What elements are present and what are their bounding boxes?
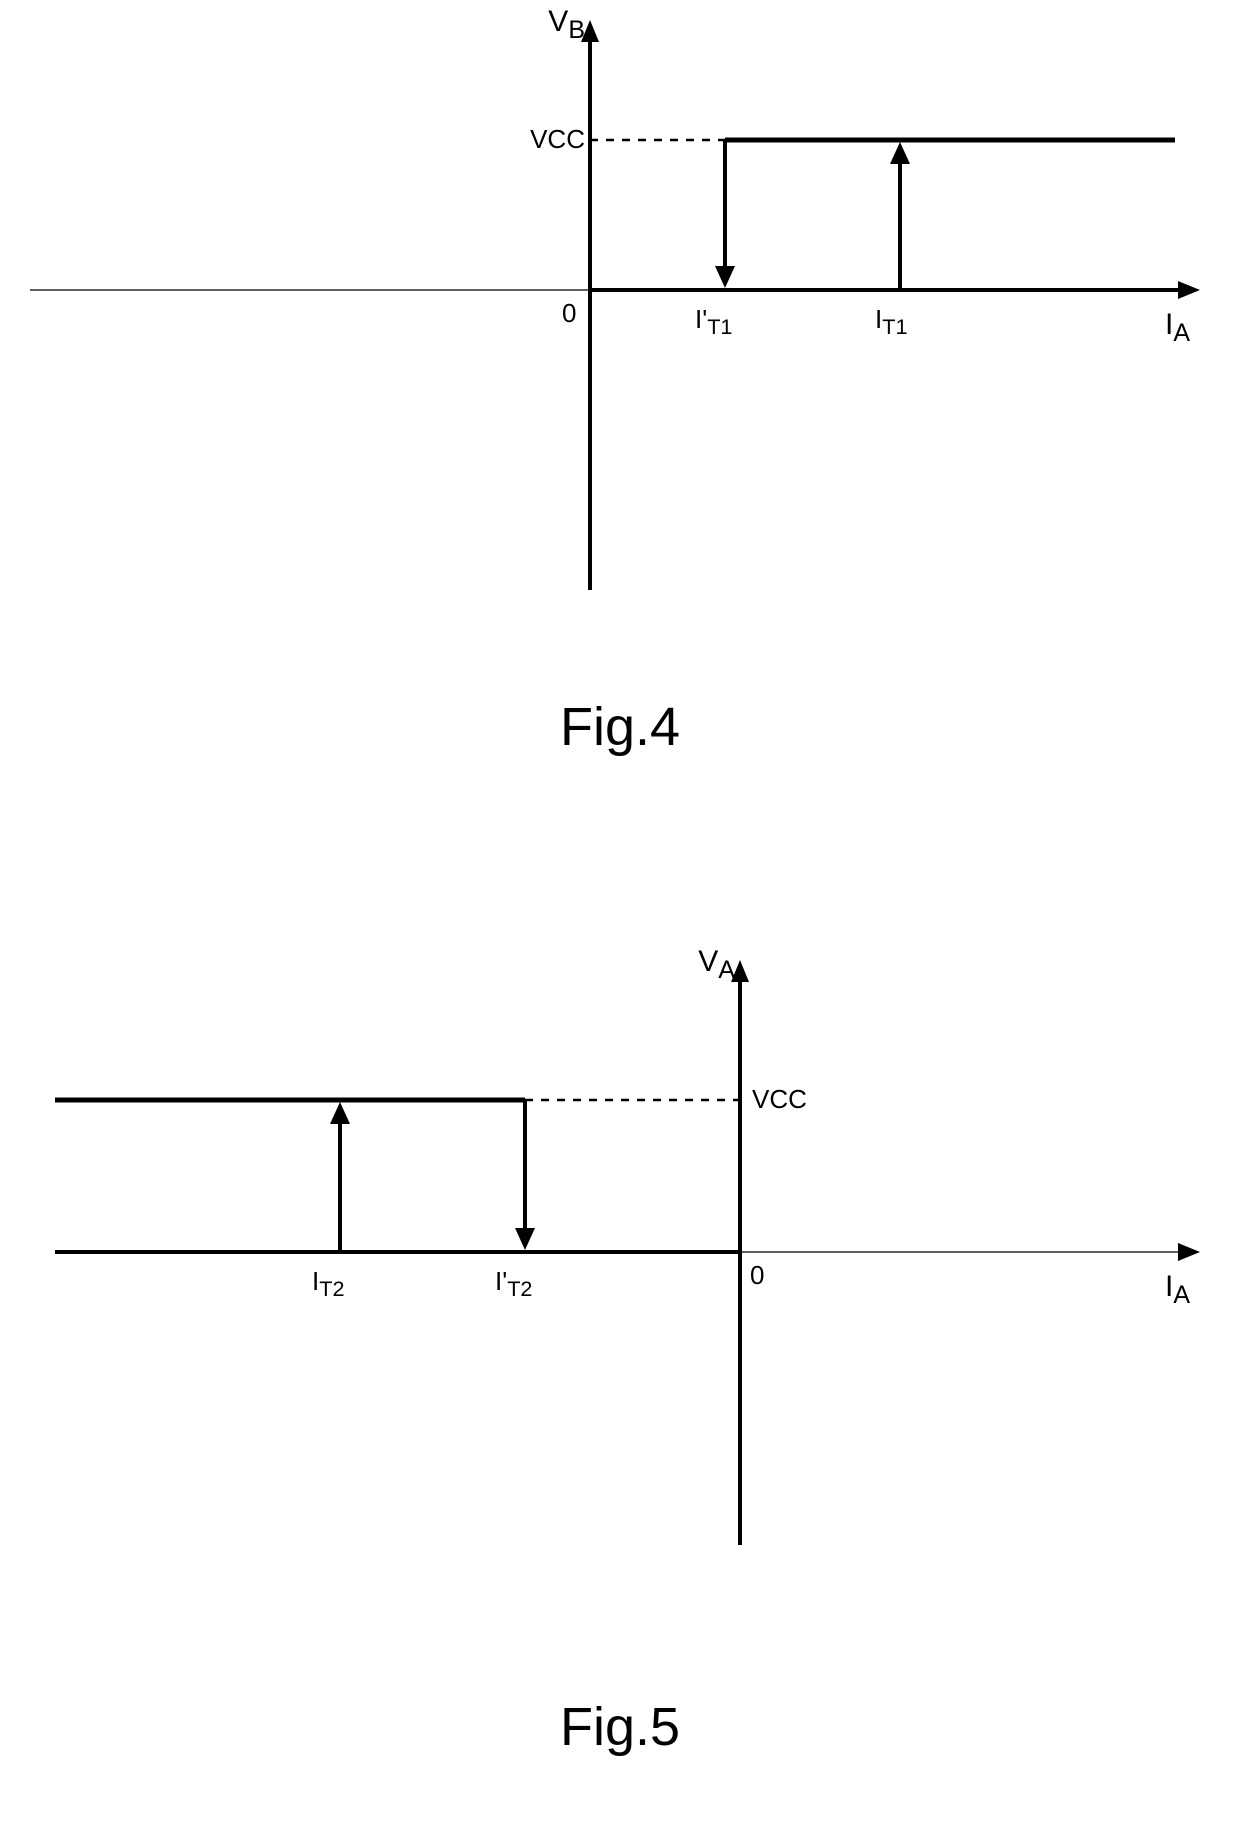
fig4-origin-label: 0 — [562, 300, 592, 330]
fig5-it2-label: IT2 — [312, 1268, 392, 1308]
fig5 — [55, 960, 1200, 1545]
fig4-vcc-label: VCC — [495, 126, 585, 156]
fig4-caption: Fig.4 — [0, 700, 1240, 770]
fig5-y-axis-label: VA — [655, 947, 735, 987]
fig4-it1-label: IT1 — [875, 306, 955, 346]
fig5-itp2-label: I'T2 — [495, 1268, 575, 1308]
fig4-itp1-label: I'T1 — [695, 306, 775, 346]
fig5-caption: Fig.5 — [0, 1700, 1240, 1770]
fig5-vcc-label: VCC — [752, 1086, 842, 1116]
fig5-origin-label: 0 — [750, 1262, 780, 1292]
fig5-x-axis-label: IA — [1165, 1272, 1240, 1312]
fig4-x-axis-label: IA — [1165, 310, 1240, 350]
fig4-y-axis-label: VB — [505, 7, 585, 47]
fig4 — [30, 20, 1200, 590]
